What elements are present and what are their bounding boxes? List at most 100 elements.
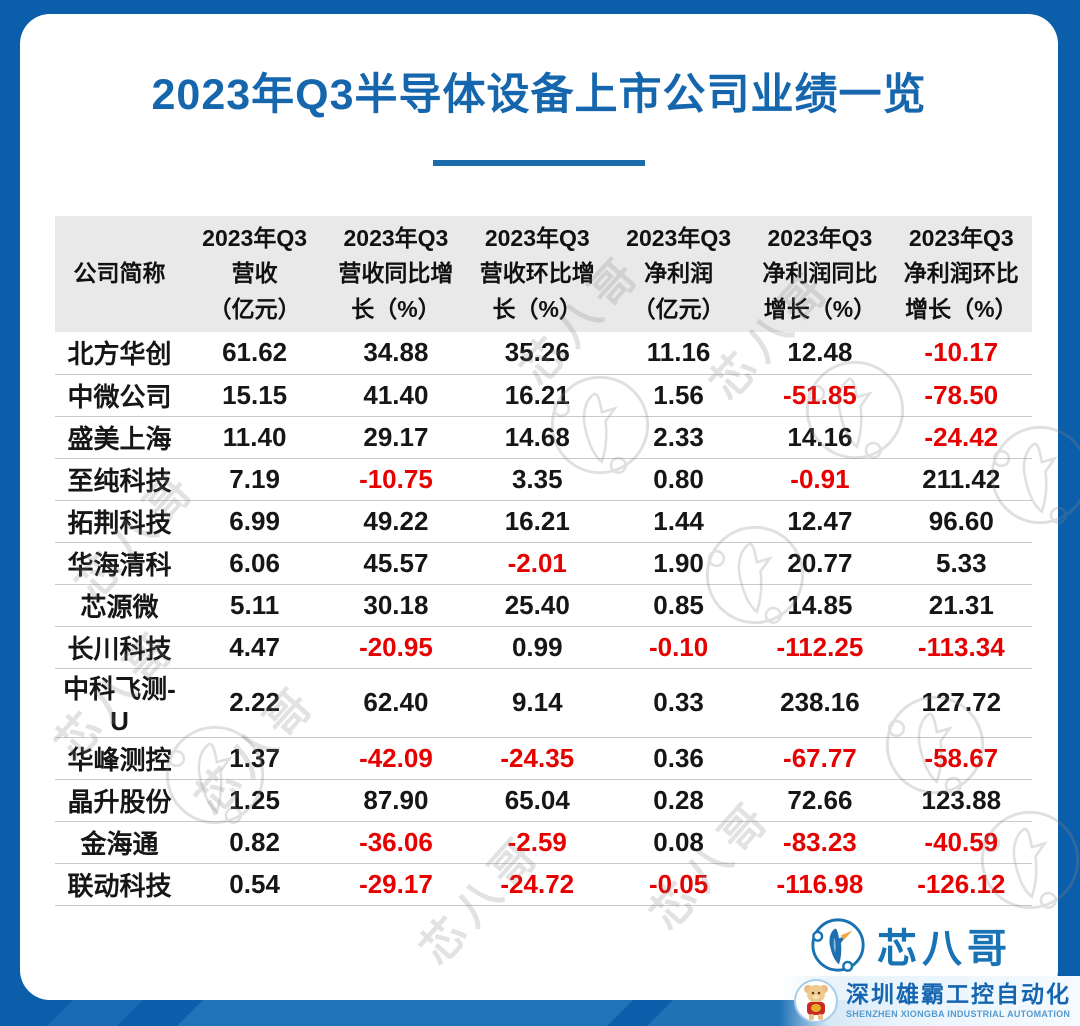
value-cell: 87.90 bbox=[325, 779, 467, 822]
value-cell: 30.18 bbox=[325, 584, 467, 627]
value-cell: 0.08 bbox=[607, 821, 750, 864]
value-cell: -0.10 bbox=[607, 626, 750, 669]
value-cell: 238.16 bbox=[749, 668, 891, 738]
value-cell: 3.35 bbox=[466, 458, 608, 501]
xiongba-watermark-banner: 深圳雄霸工控自动化 SHENZHEN XIONGBA INDUSTRIAL AU… bbox=[780, 976, 1080, 1026]
value-cell: 14.68 bbox=[466, 416, 608, 459]
value-cell: -2.01 bbox=[466, 542, 608, 585]
value-cell: -40.59 bbox=[890, 821, 1032, 864]
value-cell: 12.47 bbox=[749, 500, 891, 543]
table-row: 长川科技 4.47 -20.95 0.99 -0.10 -112.25 -113.34 bbox=[55, 626, 1032, 669]
value-cell: -0.91 bbox=[749, 458, 891, 501]
value-cell: 62.40 bbox=[325, 668, 467, 738]
value-cell: 4.47 bbox=[183, 626, 326, 669]
banner-chinese-text: 深圳雄霸工控自动化 bbox=[846, 981, 1071, 1008]
banner-english-text: SHENZHEN XIONGBA INDUSTRIAL AUTOMATION bbox=[846, 1008, 1071, 1019]
table-row: 华海清科 6.06 45.57 -2.01 1.90 20.77 5.33 bbox=[55, 542, 1032, 585]
table-row: 北方华创 61.62 34.88 35.26 11.16 12.48 -10.17 bbox=[55, 332, 1032, 375]
value-cell: 127.72 bbox=[890, 668, 1032, 738]
value-cell: 25.40 bbox=[466, 584, 608, 627]
column-header: 2023年Q3 净利润同比 增长（%） bbox=[749, 216, 891, 332]
value-cell: 35.26 bbox=[466, 332, 608, 375]
value-cell: 21.31 bbox=[890, 584, 1032, 627]
table-header-row: 公司简称 2023年Q3 营收 （亿元） 2023年Q3 营收同比增 长（%） 202… bbox=[55, 216, 1032, 332]
value-cell: -113.34 bbox=[890, 626, 1032, 669]
value-cell: 6.99 bbox=[183, 500, 326, 543]
value-cell: 0.28 bbox=[607, 779, 750, 822]
value-cell: 6.06 bbox=[183, 542, 326, 585]
company-name-cell: 至纯科技 bbox=[55, 458, 184, 501]
column-header: 2023年Q3 营收 （亿元） bbox=[183, 216, 326, 332]
value-cell: 14.16 bbox=[749, 416, 891, 459]
banner-text: 深圳雄霸工控自动化 SHENZHEN XIONGBA INDUSTRIAL AU… bbox=[846, 982, 1071, 1019]
value-cell: -2.59 bbox=[466, 821, 608, 864]
value-cell: -24.72 bbox=[466, 863, 608, 906]
company-name-cell: 金海通 bbox=[55, 821, 184, 864]
table-row: 金海通 0.82 -36.06 -2.59 0.08 -83.23 -40.59 bbox=[55, 821, 1032, 864]
page-title: 2023年Q3半导体设备上市公司业绩一览 bbox=[151, 71, 927, 119]
content-card: 2023年Q3半导体设备上市公司业绩一览 公司简称 2023年Q3 营收 （亿元）… bbox=[20, 14, 1058, 1000]
company-name-cell: 中微公司 bbox=[55, 374, 184, 417]
table-row: 中微公司 15.15 41.40 16.21 1.56 -51.85 -78.50 bbox=[55, 374, 1032, 417]
value-cell: 11.40 bbox=[183, 416, 326, 459]
value-cell: 11.16 bbox=[607, 332, 750, 375]
column-header: 公司简称 bbox=[55, 216, 184, 332]
value-cell: -36.06 bbox=[325, 821, 467, 864]
table-row: 联动科技 0.54 -29.17 -24.72 -0.05 -116.98 -126.12 bbox=[55, 863, 1032, 906]
kingfisher-bird-icon bbox=[811, 918, 865, 972]
xinbage-logo: 芯八哥 bbox=[809, 916, 1012, 974]
value-cell: -42.09 bbox=[325, 737, 467, 780]
value-cell: -58.67 bbox=[890, 737, 1032, 780]
value-cell: 20.77 bbox=[749, 542, 891, 585]
company-name-cell: 拓荆科技 bbox=[55, 500, 184, 543]
value-cell: -24.35 bbox=[466, 737, 608, 780]
value-cell: 41.40 bbox=[325, 374, 467, 417]
value-cell: -126.12 bbox=[890, 863, 1032, 906]
value-cell: 2.22 bbox=[183, 668, 326, 738]
company-name-cell: 晶升股份 bbox=[55, 779, 184, 822]
value-cell: 96.60 bbox=[890, 500, 1032, 543]
value-cell: -10.75 bbox=[325, 458, 467, 501]
table-row: 盛美上海 11.40 29.17 14.68 2.33 14.16 -24.42 bbox=[55, 416, 1032, 459]
bear-mascot-icon bbox=[794, 979, 838, 1023]
value-cell: 1.44 bbox=[607, 500, 750, 543]
company-name-cell: 华峰测控 bbox=[55, 737, 184, 780]
value-cell: 0.85 bbox=[607, 584, 750, 627]
value-cell: -51.85 bbox=[749, 374, 891, 417]
value-cell: 0.80 bbox=[607, 458, 750, 501]
table-row: 中科飞测-U 2.22 62.40 9.14 0.33 238.16 127.72 bbox=[55, 668, 1032, 738]
table-row: 华峰测控 1.37 -42.09 -24.35 0.36 -67.77 -58.67 bbox=[55, 737, 1032, 780]
value-cell: 0.82 bbox=[183, 821, 326, 864]
company-name-cell: 联动科技 bbox=[55, 863, 184, 906]
value-cell: 29.17 bbox=[325, 416, 467, 459]
value-cell: 0.54 bbox=[183, 863, 326, 906]
value-cell: -67.77 bbox=[749, 737, 891, 780]
value-cell: -10.17 bbox=[890, 332, 1032, 375]
company-name-cell: 北方华创 bbox=[55, 332, 184, 375]
value-cell: 45.57 bbox=[325, 542, 467, 585]
value-cell: 16.21 bbox=[466, 374, 608, 417]
value-cell: -24.42 bbox=[890, 416, 1032, 459]
value-cell: -29.17 bbox=[325, 863, 467, 906]
table-row: 晶升股份 1.25 87.90 65.04 0.28 72.66 123.88 bbox=[55, 779, 1032, 822]
value-cell: 1.25 bbox=[183, 779, 326, 822]
value-cell: 16.21 bbox=[466, 500, 608, 543]
band-streak bbox=[47, 1000, 143, 1026]
column-header: 2023年Q3 净利润 （亿元） bbox=[607, 216, 750, 332]
value-cell: 61.62 bbox=[183, 332, 326, 375]
value-cell: -83.23 bbox=[749, 821, 891, 864]
value-cell: 5.33 bbox=[890, 542, 1032, 585]
company-name-cell: 长川科技 bbox=[55, 626, 184, 669]
value-cell: -78.50 bbox=[890, 374, 1032, 417]
logo-text: 芯八哥 bbox=[877, 927, 1012, 971]
table-row: 至纯科技 7.19 -10.75 3.35 0.80 -0.91 211.42 bbox=[55, 458, 1032, 501]
value-cell: 0.36 bbox=[607, 737, 750, 780]
value-cell: 211.42 bbox=[890, 458, 1032, 501]
value-cell: 0.33 bbox=[607, 668, 750, 738]
value-cell: -116.98 bbox=[749, 863, 891, 906]
column-header: 2023年Q3 营收同比增 长（%） bbox=[325, 216, 467, 332]
value-cell: 1.90 bbox=[607, 542, 750, 585]
company-name-cell: 芯源微 bbox=[55, 584, 184, 627]
value-cell: 34.88 bbox=[325, 332, 467, 375]
